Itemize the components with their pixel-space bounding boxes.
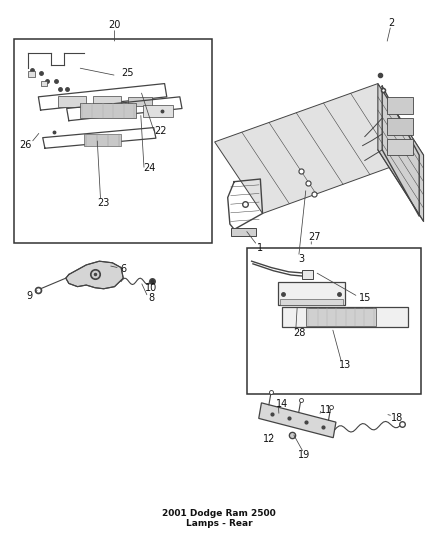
Text: 11: 11 bbox=[319, 405, 332, 415]
Text: 6: 6 bbox=[120, 264, 126, 274]
Bar bbox=[278, 282, 345, 305]
Text: 8: 8 bbox=[148, 293, 155, 303]
Bar bbox=[143, 106, 173, 117]
Text: 25: 25 bbox=[121, 68, 134, 78]
Bar bbox=[387, 139, 413, 155]
Text: 26: 26 bbox=[19, 140, 32, 150]
Text: 13: 13 bbox=[339, 360, 351, 369]
Text: 14: 14 bbox=[276, 399, 288, 409]
Text: 1: 1 bbox=[257, 243, 263, 253]
Bar bbox=[282, 308, 408, 327]
Bar bbox=[93, 96, 121, 108]
Text: 12: 12 bbox=[263, 434, 275, 444]
Text: 9: 9 bbox=[27, 290, 33, 301]
Text: 28: 28 bbox=[293, 328, 306, 338]
Polygon shape bbox=[259, 403, 336, 438]
Text: 19: 19 bbox=[298, 450, 310, 460]
Text: 27: 27 bbox=[308, 232, 321, 243]
Text: 2001 Dodge Ram 2500
Lamps - Rear: 2001 Dodge Ram 2500 Lamps - Rear bbox=[162, 508, 276, 528]
Polygon shape bbox=[66, 261, 123, 289]
Bar bbox=[41, 81, 47, 86]
Bar bbox=[28, 71, 35, 77]
Text: 22: 22 bbox=[154, 126, 166, 136]
Text: 24: 24 bbox=[143, 164, 155, 173]
Bar bbox=[306, 309, 376, 326]
Text: 18: 18 bbox=[391, 413, 403, 423]
Bar bbox=[58, 96, 86, 108]
Bar bbox=[247, 248, 421, 394]
Bar bbox=[14, 38, 212, 243]
Polygon shape bbox=[378, 84, 424, 221]
Text: 20: 20 bbox=[108, 20, 121, 30]
Bar bbox=[84, 134, 121, 146]
Bar bbox=[280, 300, 343, 305]
Text: 3: 3 bbox=[299, 254, 305, 263]
Bar bbox=[387, 97, 413, 114]
Bar bbox=[80, 103, 136, 118]
Text: 15: 15 bbox=[359, 293, 371, 303]
Polygon shape bbox=[215, 84, 424, 214]
Text: 10: 10 bbox=[145, 282, 158, 293]
Bar bbox=[302, 270, 313, 279]
Text: 2: 2 bbox=[388, 18, 394, 28]
Text: 23: 23 bbox=[98, 198, 110, 208]
Bar bbox=[127, 97, 152, 107]
Bar bbox=[231, 228, 256, 236]
Bar bbox=[387, 118, 413, 135]
